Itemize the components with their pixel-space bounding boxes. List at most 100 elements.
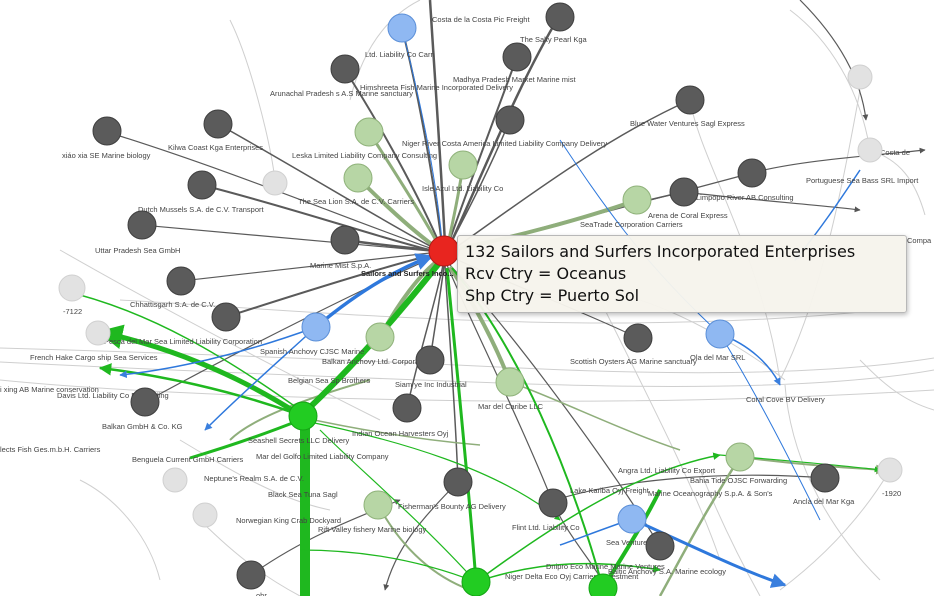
edge bbox=[799, 0, 869, 121]
node-label: Kilwa Coast Kga Enterprises bbox=[168, 143, 263, 152]
node-label: Arena de Coral Express bbox=[648, 211, 728, 220]
edge bbox=[299, 419, 561, 521]
graph-node-faded[interactable] bbox=[85, 320, 111, 346]
node-label: Ltd. Liability Co Carri bbox=[365, 50, 435, 59]
graph-node-dark[interactable] bbox=[236, 560, 266, 590]
edge bbox=[454, 99, 691, 249]
edge bbox=[229, 379, 371, 441]
node-label: Arunachal Pradesh s A.S Marine sanctuary bbox=[270, 89, 413, 98]
node-label: Ola del Mar SRL bbox=[690, 353, 745, 362]
graph-node-dark[interactable] bbox=[538, 488, 568, 518]
graph-node-dark[interactable] bbox=[415, 345, 445, 375]
edge bbox=[179, 439, 331, 511]
graph-node-dark[interactable] bbox=[330, 225, 360, 255]
graph-node-dark[interactable] bbox=[203, 109, 233, 139]
node-label: The Sea Lion S.A. de C.V. Carriers bbox=[298, 197, 414, 206]
graph-node-lightgreen[interactable] bbox=[343, 163, 373, 193]
graph-node-faded[interactable] bbox=[162, 467, 188, 493]
graph-node-green[interactable] bbox=[588, 573, 618, 596]
node-label: Bahia Tide OJSC Forwarding bbox=[690, 476, 787, 485]
edge bbox=[314, 253, 434, 329]
graph-node-faded[interactable] bbox=[58, 274, 86, 302]
node-label: Mar del Caribe LLC bbox=[478, 402, 544, 411]
graph-node-green[interactable] bbox=[461, 567, 491, 596]
edge bbox=[299, 549, 477, 583]
node-label: -1920 bbox=[882, 489, 901, 498]
graph-node-blue[interactable] bbox=[617, 504, 647, 534]
node-label: Portuguese Sea Bass SRL Import bbox=[806, 176, 919, 185]
edge bbox=[751, 147, 926, 174]
graph-node-dark[interactable] bbox=[645, 531, 675, 561]
graph-node-dark[interactable] bbox=[669, 177, 699, 207]
graph-node-lightgreen[interactable] bbox=[363, 490, 393, 520]
graph-node-dark[interactable] bbox=[130, 387, 160, 417]
graph-node-faded[interactable] bbox=[262, 170, 288, 196]
node-label: Ancla del Mar Kga bbox=[793, 497, 855, 506]
node-label: Uttar Pradesh Sea GmbH bbox=[95, 246, 180, 255]
graph-node-blue[interactable] bbox=[387, 13, 417, 43]
node-label: Dnipro Eco Marine Marine Ventures bbox=[546, 562, 665, 571]
edge bbox=[319, 429, 477, 583]
graph-node-dark[interactable] bbox=[92, 116, 122, 146]
graph-node-lightgreen[interactable] bbox=[622, 185, 652, 215]
node-label: Compa bbox=[907, 236, 932, 245]
edge bbox=[631, 517, 787, 588]
edge bbox=[683, 191, 861, 213]
graph-node-dark[interactable] bbox=[545, 2, 575, 32]
edge bbox=[401, 27, 443, 241]
edge bbox=[475, 562, 661, 583]
node-label: Niger Delta Eco Oyj Carriers Investment bbox=[505, 572, 639, 581]
edge bbox=[448, 265, 512, 383]
edge bbox=[217, 123, 433, 248]
edge bbox=[201, 184, 431, 251]
focus-node[interactable] bbox=[428, 235, 460, 267]
edge bbox=[554, 474, 826, 502]
node-label: Benguela Current GmbH Carriers bbox=[132, 455, 244, 464]
graph-node-lightgreen[interactable] bbox=[725, 442, 755, 472]
graph-node-faded[interactable] bbox=[857, 137, 883, 163]
node-label: -7122 bbox=[63, 307, 82, 316]
node-label: Himshreeta Fish Marine Incorporated Deli… bbox=[360, 83, 513, 92]
edge bbox=[689, 99, 781, 381]
graph-node-lightgreen[interactable] bbox=[354, 117, 384, 147]
edge bbox=[79, 479, 161, 581]
edge bbox=[59, 289, 301, 411]
node-label: The Salty Pearl Kga bbox=[520, 35, 588, 44]
graph-node-dark[interactable] bbox=[443, 467, 473, 497]
graph-node-dark[interactable] bbox=[166, 266, 196, 296]
edge bbox=[658, 456, 742, 596]
graph-node-dark[interactable] bbox=[623, 323, 653, 353]
edge bbox=[599, 299, 721, 561]
node-label: Niger River Costa America Limited Liabil… bbox=[402, 139, 607, 148]
graph-node-dark[interactable] bbox=[211, 302, 241, 332]
graph-node-green[interactable] bbox=[288, 401, 318, 431]
node-label: ohr bbox=[256, 591, 267, 596]
node-label: Madhya Pradesh Market Marine mist bbox=[453, 75, 576, 84]
graph-node-dark[interactable] bbox=[330, 54, 360, 84]
graph-node-dark[interactable] bbox=[127, 210, 157, 240]
graph-node-blue[interactable] bbox=[705, 319, 735, 349]
graph-node-dark[interactable] bbox=[392, 393, 422, 423]
graph-node-lightgreen[interactable] bbox=[448, 150, 478, 180]
node-label: Scottish Oysters AG Marine sanctuary bbox=[570, 357, 697, 366]
graph-node-faded[interactable] bbox=[877, 457, 903, 483]
graph-node-dark[interactable] bbox=[495, 105, 525, 135]
graph-node-blue[interactable] bbox=[301, 312, 331, 342]
edge bbox=[119, 299, 881, 324]
edge bbox=[119, 326, 317, 379]
node-label: Flint Ltd. Liability Co bbox=[512, 523, 580, 532]
graph-node-dark[interactable] bbox=[187, 170, 217, 200]
graph-node-faded[interactable] bbox=[847, 64, 873, 90]
edge bbox=[699, 469, 761, 596]
graph-node-dark[interactable] bbox=[737, 158, 767, 188]
graph-node-dark[interactable] bbox=[810, 463, 840, 493]
node-label: Balkan GmbH & Co. KG bbox=[102, 422, 183, 431]
graph-node-faded[interactable] bbox=[192, 502, 218, 528]
graph-node-lightgreen[interactable] bbox=[365, 322, 395, 352]
node-label: Balkan Anchovy Ltd. Corporation bbox=[322, 357, 431, 366]
graph-node-lightgreen[interactable] bbox=[495, 367, 525, 397]
graph-node-dark[interactable] bbox=[675, 85, 705, 115]
graph-node-dark[interactable] bbox=[502, 42, 532, 72]
node-label: French Hake Cargo ship Sea Services bbox=[30, 353, 158, 362]
